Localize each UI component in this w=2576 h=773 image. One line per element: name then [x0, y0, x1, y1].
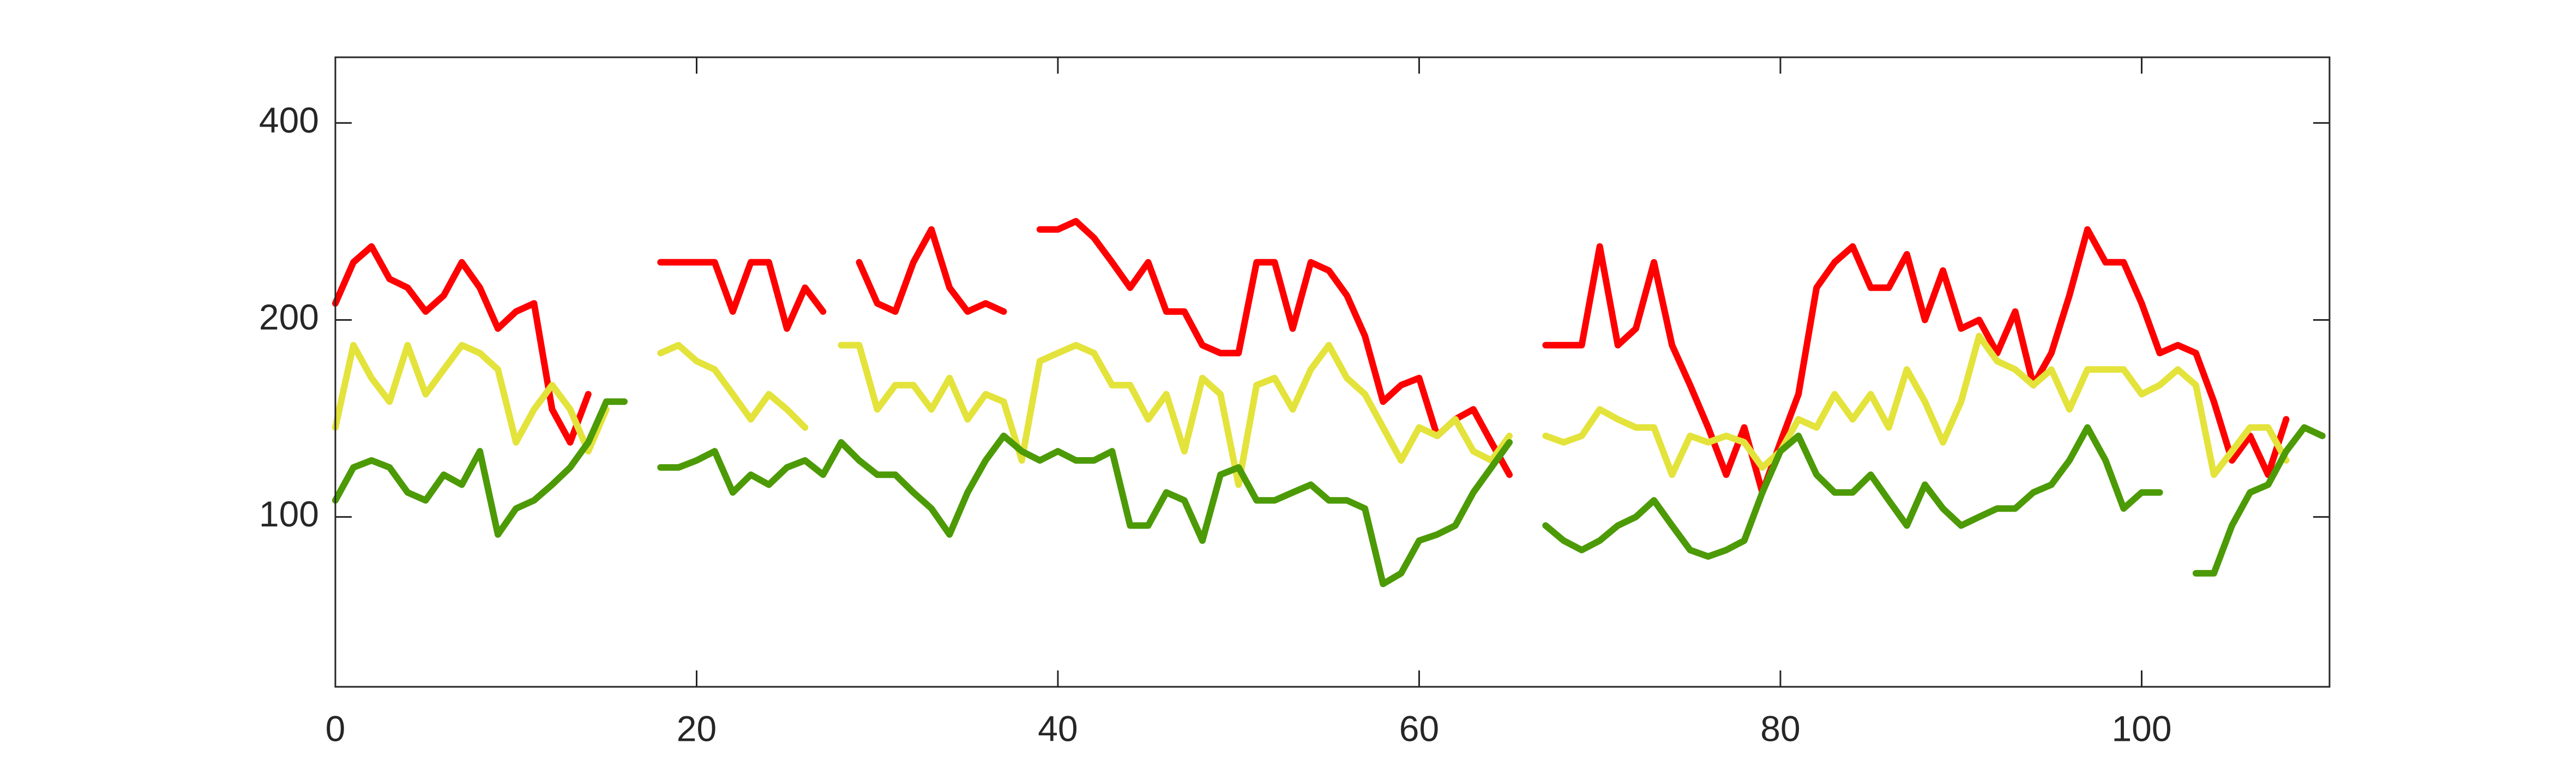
axes-box	[334, 56, 2331, 688]
x-tick-label: 40	[1038, 708, 1078, 748]
data-line	[332, 332, 2290, 488]
x-tick-label: 0	[326, 708, 346, 748]
data-line	[332, 218, 2290, 496]
x-tick-label: 80	[1760, 708, 1800, 748]
data-line	[332, 398, 2326, 588]
y-tick-label: 400	[259, 100, 319, 140]
y-tick-label: 100	[259, 494, 319, 534]
y-tick-label: 200	[259, 297, 319, 337]
x-tick-label: 60	[1399, 708, 1439, 748]
x-tick-label: 100	[2111, 708, 2171, 748]
x-tick-label: 20	[677, 708, 717, 748]
